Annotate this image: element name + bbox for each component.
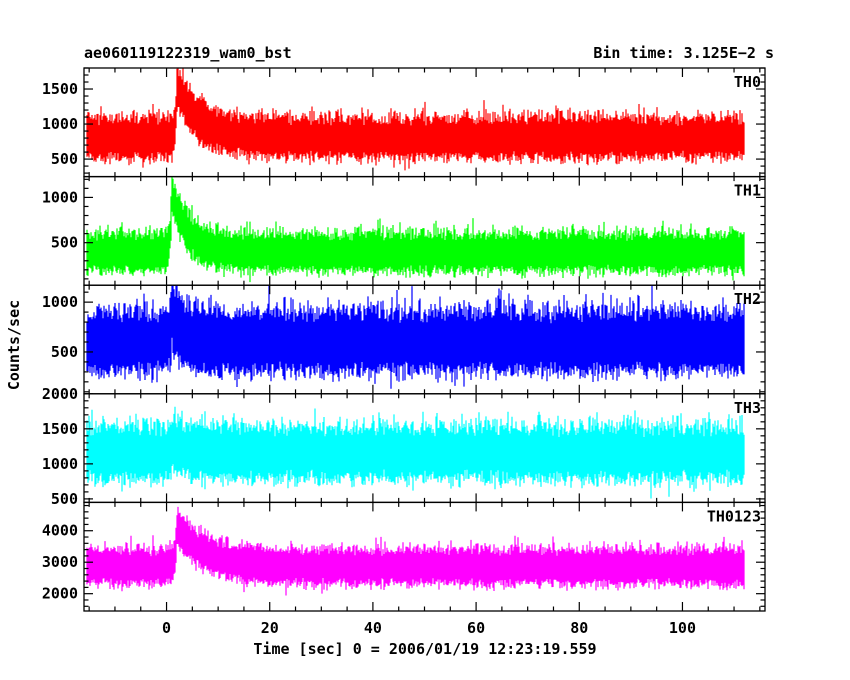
y-tick-label: 3000 [42, 553, 78, 571]
series-th1 [86, 177, 745, 283]
y-tick-label: 2000 [42, 385, 78, 403]
panel-label: TH0123 [707, 507, 761, 525]
panel-th0: 500 1000 1500 TH0 [42, 67, 766, 178]
x-tick-label: 80 [570, 619, 588, 637]
y-tick-label: 500 [51, 490, 78, 508]
y-axis-label: Counts/sec [5, 300, 23, 390]
x-axis-label: Time [sec] 0 = 2006/01/19 12:23:19.559 [253, 640, 596, 658]
series-th0123 [86, 506, 745, 596]
panel-label: TH2 [734, 290, 761, 308]
series-th0 [86, 68, 745, 171]
y-tick-label: 1000 [42, 293, 78, 311]
x-tick-label: 0 [162, 619, 171, 637]
panel-label: TH3 [734, 399, 761, 417]
panel-th3: 500 1000 1500 2000 TH3 [42, 385, 766, 508]
chart-right-title: Bin time: 3.125E−2 s [593, 44, 774, 62]
y-tick-label: 1500 [42, 420, 78, 438]
x-tick-label: 100 [669, 619, 696, 637]
series-th3 [86, 406, 745, 499]
panel-th0123: 2000 3000 4000 TH0123 [42, 501, 766, 612]
y-tick-label: 500 [51, 343, 78, 361]
series-th2 [86, 285, 745, 389]
x-tick-label: 40 [364, 619, 382, 637]
y-tick-label: 1000 [42, 455, 78, 473]
y-tick-label: 4000 [42, 522, 78, 540]
x-tick-label: 20 [261, 619, 279, 637]
panel-th2: 500 1000 TH2 [42, 284, 766, 395]
y-tick-label: 1500 [42, 80, 78, 98]
y-tick-label: 2000 [42, 585, 78, 603]
panel-label: TH0 [734, 73, 761, 91]
chart-left-title: ae060119122319_wam0_bst [84, 44, 292, 62]
panel-label: TH1 [734, 182, 761, 200]
y-tick-label: 1000 [42, 188, 78, 206]
y-tick-label: 1000 [42, 115, 78, 133]
y-tick-label: 500 [51, 234, 78, 252]
y-tick-label: 500 [51, 150, 78, 168]
x-tick-label: 60 [467, 619, 485, 637]
panel-th1: 500 1000 TH1 [42, 175, 766, 286]
